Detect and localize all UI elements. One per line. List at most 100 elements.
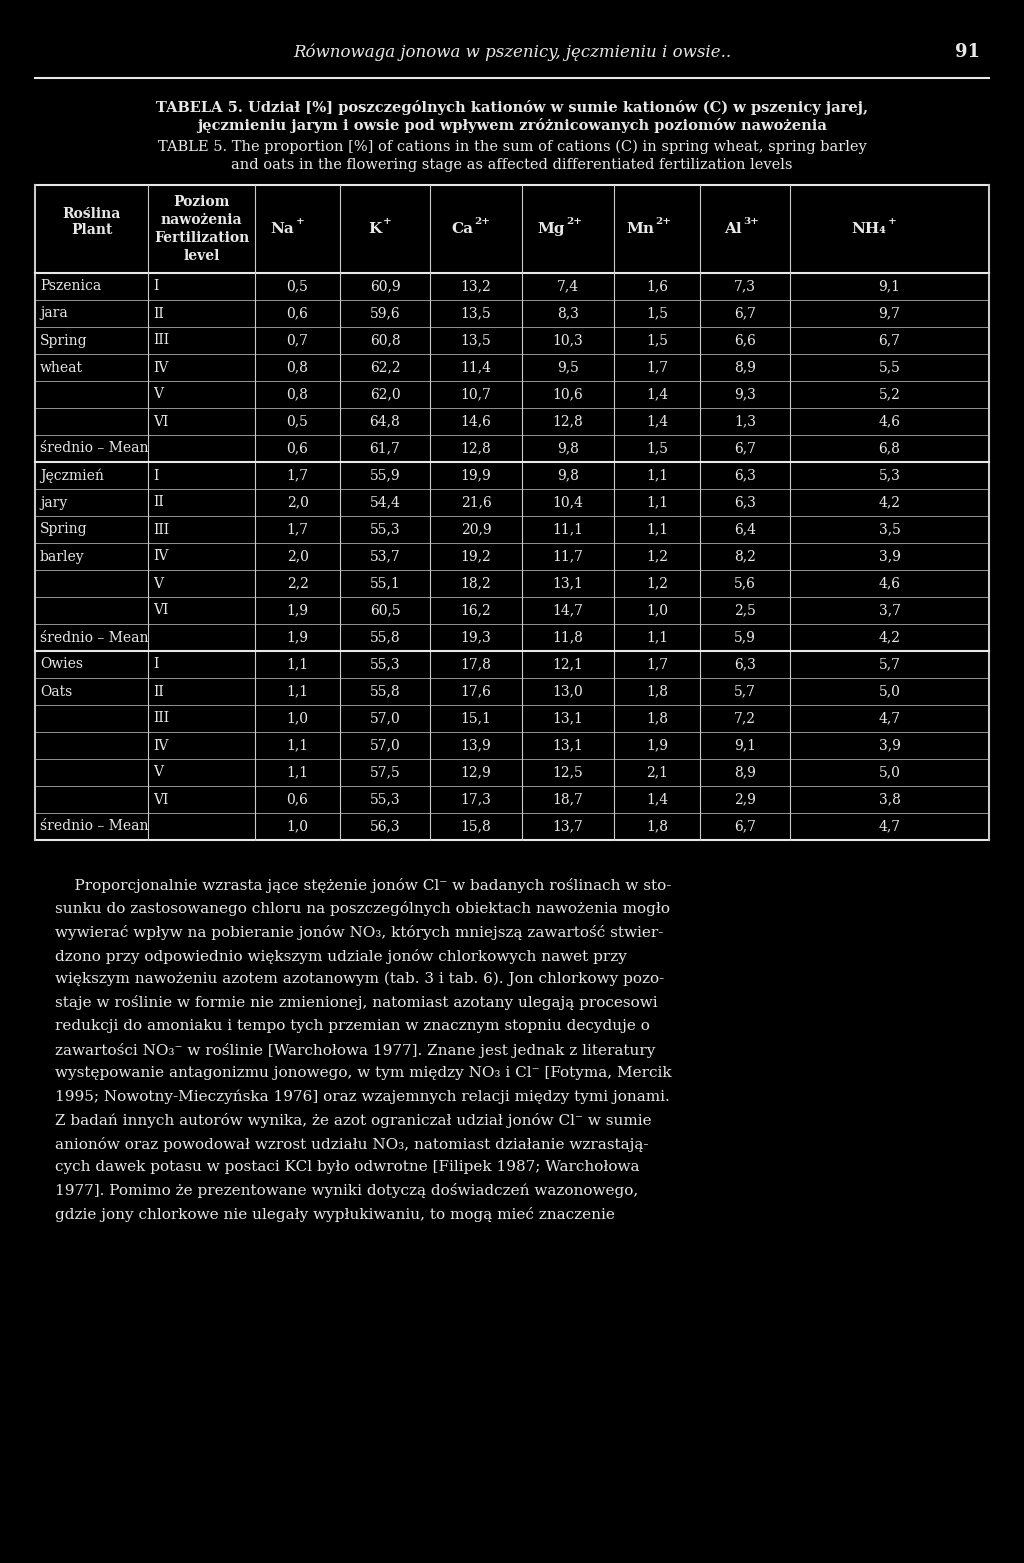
Text: 12,1: 12,1 bbox=[553, 658, 584, 672]
Text: gdzie jony chlorkowe nie ulegały wypłukiwaniu, to mogą mieć znaczenie: gdzie jony chlorkowe nie ulegały wypłuki… bbox=[55, 1207, 614, 1222]
Text: 21,6: 21,6 bbox=[461, 495, 492, 510]
Text: 9,7: 9,7 bbox=[879, 306, 900, 320]
Text: 55,3: 55,3 bbox=[370, 522, 400, 536]
Text: średnio – Mean: średnio – Mean bbox=[40, 819, 148, 833]
Text: 13,1: 13,1 bbox=[553, 738, 584, 752]
Text: 9,8: 9,8 bbox=[557, 469, 579, 483]
Text: 3,7: 3,7 bbox=[879, 603, 900, 617]
Text: 57,0: 57,0 bbox=[370, 711, 400, 725]
Text: 60,9: 60,9 bbox=[370, 280, 400, 294]
Text: 61,7: 61,7 bbox=[370, 441, 400, 455]
Text: 1,1: 1,1 bbox=[646, 495, 668, 510]
Text: 5,3: 5,3 bbox=[879, 469, 900, 483]
Text: 12,5: 12,5 bbox=[553, 766, 584, 780]
Text: 1995; Nowotny-Mieczyńska 1976] oraz wzajemnych relacji między tymi jonami.: 1995; Nowotny-Mieczyńska 1976] oraz wzaj… bbox=[55, 1089, 670, 1103]
Text: 6,3: 6,3 bbox=[734, 495, 756, 510]
Text: barley: barley bbox=[40, 550, 85, 564]
Text: 1,5: 1,5 bbox=[646, 333, 668, 347]
Text: Spring: Spring bbox=[40, 522, 88, 536]
Text: sunku do zastosowanego chloru na poszczególnych obiektach nawożenia mogło: sunku do zastosowanego chloru na poszcze… bbox=[55, 902, 670, 916]
Text: 10,6: 10,6 bbox=[553, 388, 584, 402]
Text: 5,9: 5,9 bbox=[734, 630, 756, 644]
Text: 1,4: 1,4 bbox=[646, 388, 668, 402]
Text: 9,8: 9,8 bbox=[557, 441, 579, 455]
Text: 3,9: 3,9 bbox=[879, 550, 900, 564]
Text: 5,7: 5,7 bbox=[734, 685, 756, 699]
Text: V: V bbox=[153, 766, 163, 780]
Text: Pszenica: Pszenica bbox=[40, 280, 101, 294]
Text: 17,6: 17,6 bbox=[461, 685, 492, 699]
Text: cych dawek potasu w postaci KCl było odwrotne [Filipek 1987; Warchołowa: cych dawek potasu w postaci KCl było odw… bbox=[55, 1160, 640, 1174]
Text: wywierać wpływ na pobieranie jonów NO₃, których mniejszą zawartość stwier-: wywierać wpływ na pobieranie jonów NO₃, … bbox=[55, 925, 664, 939]
Text: 20,9: 20,9 bbox=[461, 522, 492, 536]
Text: 62,2: 62,2 bbox=[370, 361, 400, 375]
Text: 1,7: 1,7 bbox=[287, 522, 308, 536]
Text: 1,8: 1,8 bbox=[646, 685, 668, 699]
Text: 1,4: 1,4 bbox=[646, 414, 668, 428]
Text: 17,8: 17,8 bbox=[461, 658, 492, 672]
Text: anionów oraz powodował wzrost udziału NO₃, natomiast działanie wzrastają-: anionów oraz powodował wzrost udziału NO… bbox=[55, 1136, 648, 1152]
Text: 15,1: 15,1 bbox=[461, 711, 492, 725]
Text: 1,9: 1,9 bbox=[646, 738, 668, 752]
Text: 14,6: 14,6 bbox=[461, 414, 492, 428]
Text: 13,1: 13,1 bbox=[553, 711, 584, 725]
Text: Mg: Mg bbox=[538, 222, 565, 236]
Text: 55,1: 55,1 bbox=[370, 577, 400, 591]
Text: 13,9: 13,9 bbox=[461, 738, 492, 752]
Text: 55,8: 55,8 bbox=[370, 630, 400, 644]
Text: Roślina: Roślina bbox=[62, 206, 121, 220]
Text: Z badań innych autorów wynika, że azot ograniczał udział jonów Cl⁻ w sumie: Z badań innych autorów wynika, że azot o… bbox=[55, 1113, 651, 1128]
Text: Ca: Ca bbox=[451, 222, 473, 236]
Text: level: level bbox=[183, 249, 220, 263]
Text: 5,0: 5,0 bbox=[879, 766, 900, 780]
Text: 0,7: 0,7 bbox=[287, 333, 308, 347]
Text: 3+: 3+ bbox=[743, 217, 759, 225]
Text: 6,6: 6,6 bbox=[734, 333, 756, 347]
Text: 1,5: 1,5 bbox=[646, 441, 668, 455]
Text: +: + bbox=[296, 217, 304, 225]
Text: 11,4: 11,4 bbox=[461, 361, 492, 375]
Text: 1,7: 1,7 bbox=[646, 658, 668, 672]
Text: 4,6: 4,6 bbox=[879, 577, 900, 591]
Text: Al: Al bbox=[724, 222, 742, 236]
Text: Proporcjonalnie wzrasta jące stężenie jonów Cl⁻ w badanych roślinach w sto-: Proporcjonalnie wzrasta jące stężenie jo… bbox=[55, 878, 672, 892]
Text: 5,2: 5,2 bbox=[879, 388, 900, 402]
Text: 3,5: 3,5 bbox=[879, 522, 900, 536]
Text: 14,7: 14,7 bbox=[553, 603, 584, 617]
Text: zawartości NO₃⁻ w roślinie [Warchołowa 1977]. Znane jest jednak z literatury: zawartości NO₃⁻ w roślinie [Warchołowa 1… bbox=[55, 1043, 655, 1058]
Text: 1,3: 1,3 bbox=[734, 414, 756, 428]
Text: 7,2: 7,2 bbox=[734, 711, 756, 725]
Text: 7,4: 7,4 bbox=[557, 280, 579, 294]
Text: 3,8: 3,8 bbox=[879, 792, 900, 807]
Text: V: V bbox=[153, 577, 163, 591]
Text: wheat: wheat bbox=[40, 361, 83, 375]
Text: II: II bbox=[153, 306, 164, 320]
Text: jary: jary bbox=[40, 495, 68, 510]
Text: 4,7: 4,7 bbox=[879, 819, 900, 833]
Text: 9,1: 9,1 bbox=[879, 280, 900, 294]
Text: średnio – Mean: średnio – Mean bbox=[40, 441, 148, 455]
Text: 8,9: 8,9 bbox=[734, 361, 756, 375]
Text: NH₄: NH₄ bbox=[852, 222, 887, 236]
Text: 2+: 2+ bbox=[474, 217, 490, 225]
Text: III: III bbox=[153, 711, 169, 725]
Text: 6,4: 6,4 bbox=[734, 522, 756, 536]
Text: TABELA 5. Udział [%] poszczególnych kationów w sumie kationów (C) w pszenicy jar: TABELA 5. Udział [%] poszczególnych kati… bbox=[156, 100, 868, 116]
Text: 4,6: 4,6 bbox=[879, 414, 900, 428]
Text: VI: VI bbox=[153, 414, 168, 428]
Text: 12,9: 12,9 bbox=[461, 766, 492, 780]
Text: TABLE 5. The proportion [%] of cations in the sum of cations (C) in spring wheat: TABLE 5. The proportion [%] of cations i… bbox=[158, 141, 866, 155]
Text: II: II bbox=[153, 685, 164, 699]
Text: 0,6: 0,6 bbox=[287, 441, 308, 455]
Text: K: K bbox=[369, 222, 382, 236]
Text: 60,5: 60,5 bbox=[370, 603, 400, 617]
Text: 57,5: 57,5 bbox=[370, 766, 400, 780]
Text: 1,5: 1,5 bbox=[646, 306, 668, 320]
Text: Plant: Plant bbox=[71, 224, 113, 238]
Text: +: + bbox=[383, 217, 392, 225]
Text: 55,9: 55,9 bbox=[370, 469, 400, 483]
Text: 19,3: 19,3 bbox=[461, 630, 492, 644]
Text: 53,7: 53,7 bbox=[370, 550, 400, 564]
Text: 12,8: 12,8 bbox=[553, 414, 584, 428]
Text: 0,6: 0,6 bbox=[287, 792, 308, 807]
